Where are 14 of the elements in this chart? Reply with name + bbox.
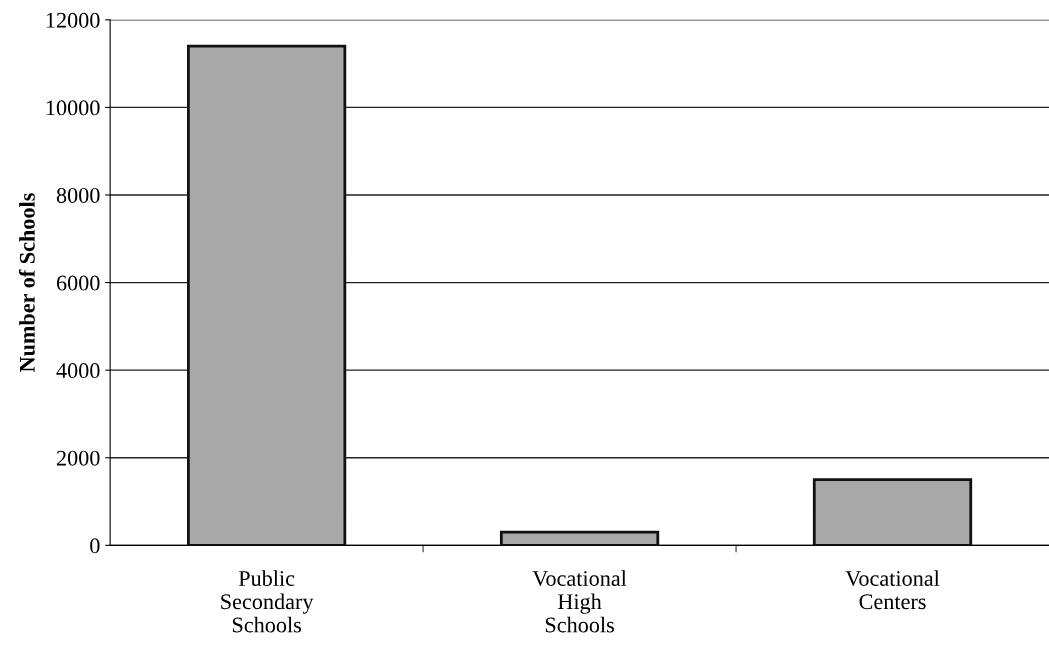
y-tick-label: 10000 [46,100,100,116]
x-tick-label: Public Secondary Schools [221,570,314,633]
bar [499,530,660,546]
y-tick-label: 12000 [46,12,100,28]
y-tick-label: 8000 [56,187,100,203]
y-tick-label: 4000 [56,363,100,379]
y-tick-label: 2000 [56,450,100,466]
bar [812,478,973,546]
y-tick-label: 0 [90,538,100,554]
y-axis-title: Number of Schools [18,193,35,373]
y-tick-label: 6000 [56,275,100,291]
bar [186,44,347,546]
x-tick-label: Vocational Centers [845,570,940,610]
x-tick-label: Vocational High Schools [532,570,627,633]
